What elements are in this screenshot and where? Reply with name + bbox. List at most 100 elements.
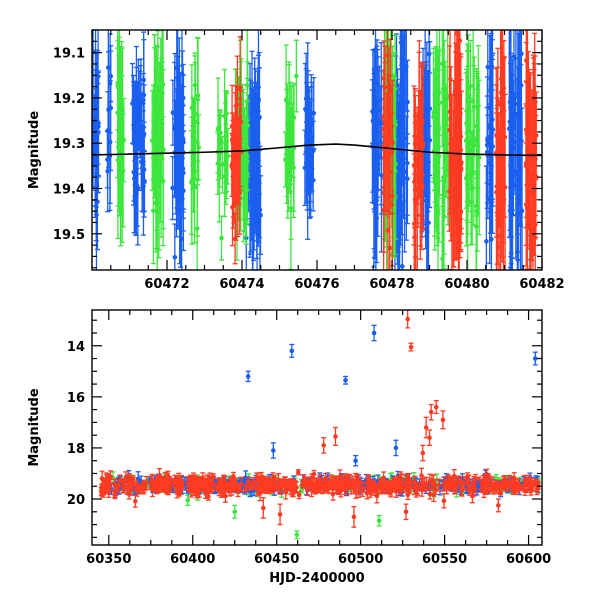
data-point-green <box>439 193 445 270</box>
data-point-marker <box>285 164 291 170</box>
data-point-marker <box>140 131 146 137</box>
data-point-marker <box>420 118 425 124</box>
data-point-marker <box>426 51 432 57</box>
data-point-marker <box>390 193 395 199</box>
data-point-marker <box>468 139 473 144</box>
data-point-blue <box>108 45 114 172</box>
data-point-green <box>474 68 480 211</box>
data-point-blue <box>310 148 316 212</box>
data-point-marker <box>170 185 175 191</box>
data-point-red <box>230 112 236 218</box>
data-point-marker <box>190 155 196 160</box>
data-point-marker <box>306 134 312 139</box>
data-point-green <box>286 61 292 175</box>
data-point-marker <box>414 185 420 191</box>
data-point-green <box>434 87 440 247</box>
data-point-marker <box>257 114 262 120</box>
data-point-marker <box>405 99 410 105</box>
data-point-marker <box>288 205 294 211</box>
data-point-marker <box>219 235 224 241</box>
data-point-blue <box>170 155 176 221</box>
data-point-marker <box>244 83 250 88</box>
data-point-green <box>468 97 474 187</box>
data-point-green <box>219 215 225 261</box>
data-point-red <box>417 90 423 247</box>
data-point-blue <box>515 30 521 194</box>
data-point-marker <box>130 101 135 106</box>
data-point-marker <box>387 200 393 206</box>
data-point-marker <box>251 132 257 138</box>
data-point-marker <box>378 120 383 125</box>
data-point-blue <box>302 129 308 207</box>
data-point-marker <box>404 160 410 166</box>
top-panel-data <box>92 23 542 270</box>
data-point-marker <box>454 31 460 36</box>
data-point-marker <box>441 86 446 92</box>
data-point-marker <box>474 136 479 142</box>
data-point-marker <box>465 173 471 179</box>
data-point-marker <box>501 148 506 154</box>
data-point-marker <box>485 64 491 70</box>
data-point-marker <box>392 75 398 81</box>
data-point-marker <box>511 54 517 59</box>
data-point-red <box>497 129 503 270</box>
data-point-blue <box>485 30 491 139</box>
data-point-red <box>532 32 538 201</box>
bottom-panel-data <box>98 310 541 540</box>
data-point-green <box>291 82 297 212</box>
data-point-marker <box>180 136 186 142</box>
data-point-marker <box>381 75 387 81</box>
data-point-marker <box>170 110 176 115</box>
data-point-red <box>385 30 391 123</box>
data-point-red <box>528 72 534 168</box>
data-point-marker <box>189 178 195 184</box>
data-point-green <box>392 34 398 122</box>
data-point-red <box>524 30 530 209</box>
data-point-red <box>493 112 499 270</box>
data-point-green <box>431 47 437 180</box>
data-point-marker <box>257 207 263 213</box>
data-point-green <box>160 68 166 230</box>
data-point-blue <box>172 223 178 270</box>
data-point-marker <box>422 153 428 158</box>
data-point-red <box>233 160 239 241</box>
data-point-marker <box>448 141 454 147</box>
data-point-marker <box>487 105 493 111</box>
data-point-marker <box>399 264 405 269</box>
data-point-marker <box>470 99 476 104</box>
data-point-red <box>500 30 506 138</box>
data-point-blue <box>141 150 147 212</box>
data-point-blue <box>306 89 312 183</box>
data-point-marker <box>179 236 184 242</box>
data-point-green <box>192 52 198 118</box>
data-point-marker <box>138 90 143 96</box>
data-point-red <box>448 78 454 210</box>
data-point-marker <box>399 55 405 61</box>
data-point-blue <box>425 70 431 213</box>
data-point-green <box>115 47 121 179</box>
data-point-marker <box>485 137 490 143</box>
data-point-marker <box>517 97 522 102</box>
data-point-blue <box>401 74 407 202</box>
data-point-red <box>501 57 507 244</box>
data-point-marker <box>468 199 474 205</box>
data-point-green <box>119 74 125 243</box>
data-point-green <box>149 89 155 192</box>
data-point-marker <box>154 209 160 215</box>
data-point-marker <box>434 164 440 170</box>
data-point-marker <box>484 239 489 244</box>
data-point-green <box>190 125 196 191</box>
data-point-marker <box>476 155 482 160</box>
data-point-blue <box>512 92 518 192</box>
data-point-marker <box>490 23 495 28</box>
data-point-marker <box>525 114 530 120</box>
data-point-blue <box>180 104 186 174</box>
data-point-blue <box>517 30 523 204</box>
data-point-blue <box>371 72 377 168</box>
data-point-marker <box>158 89 164 95</box>
data-point-marker <box>149 138 155 143</box>
data-point-marker <box>515 101 521 107</box>
data-point-marker <box>500 79 505 84</box>
model-curve <box>92 143 542 157</box>
data-point-marker <box>371 117 377 123</box>
